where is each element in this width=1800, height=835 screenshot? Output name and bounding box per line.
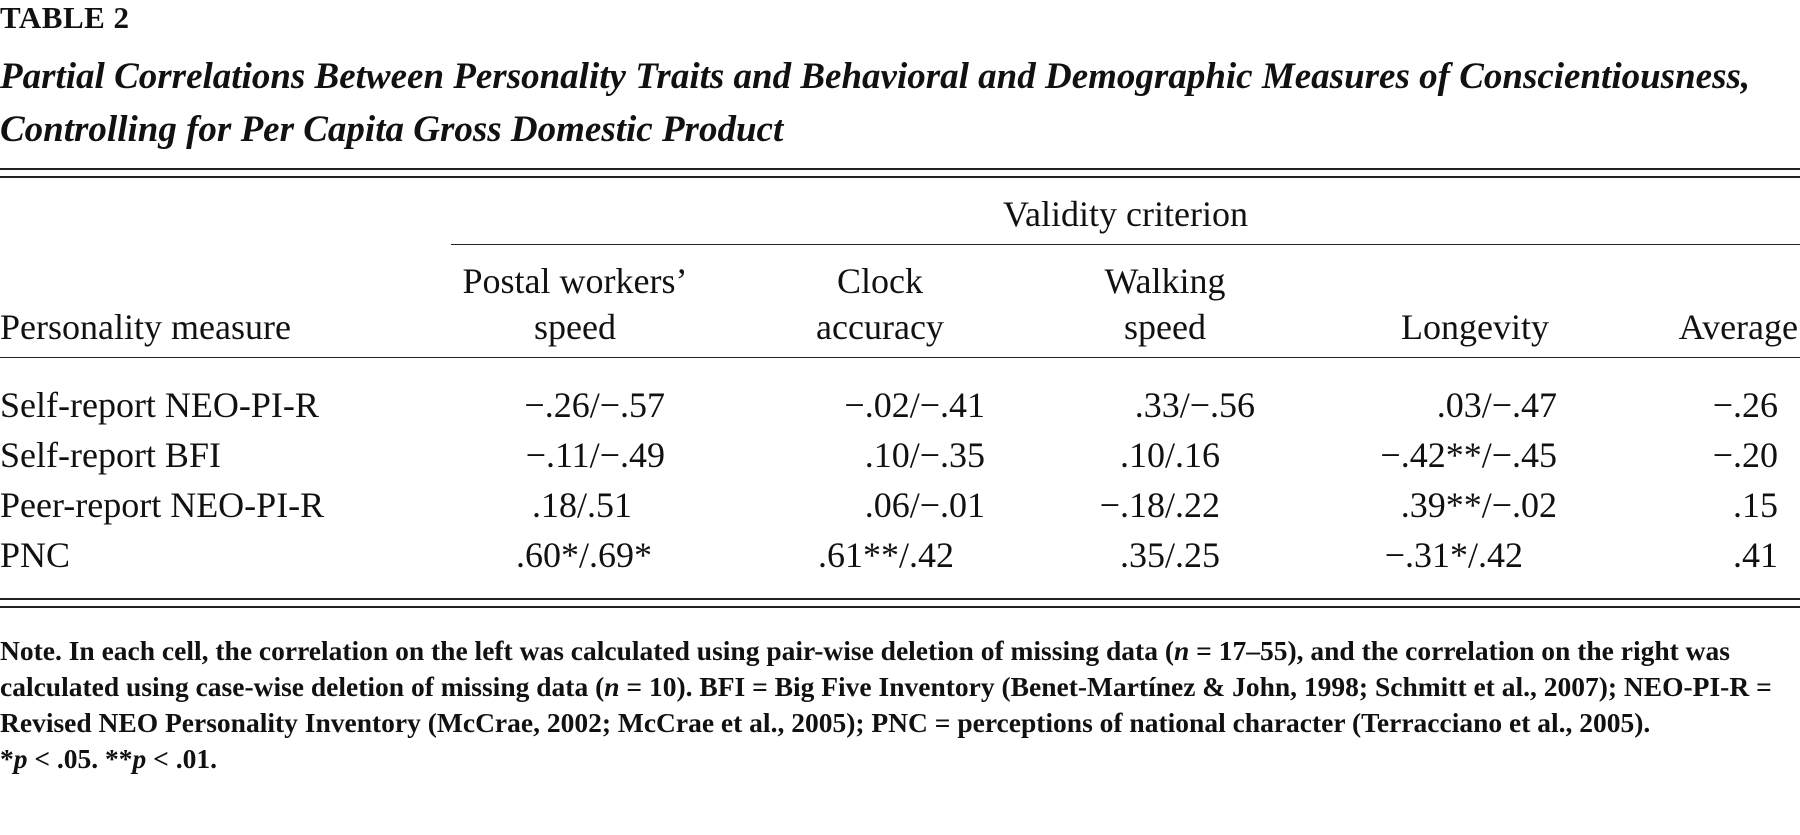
cell-peer-average: .15 — [1733, 485, 1778, 525]
spanner-header: Validity criterion — [1003, 194, 1248, 234]
table-caption: Partial Correlations Between Personality… — [0, 56, 1751, 150]
cell-pnc-clock: .61**/.42 — [817, 535, 954, 575]
cell-pnc-longevity: −.31*/.42 — [1384, 535, 1523, 575]
cell-bfi-longevity: −.42**/−.45 — [1380, 435, 1557, 475]
col-header-clock-line2: accuracy — [816, 307, 944, 347]
bottom-rule-2 — [0, 606, 1800, 608]
cell-neo-walking: .33/−.56 — [1134, 385, 1255, 425]
note-label: Note. — [0, 635, 62, 666]
table-label: TABLE 2 — [0, 0, 130, 35]
note-text-1: In each cell, the correlation on the lef… — [61, 635, 1174, 666]
row-measure-self-report-bfi: Self-report BFI — [0, 435, 221, 475]
cell-bfi-clock: .10/−.35 — [864, 435, 985, 475]
significance-note: *p < .05. **p < .01. — [0, 741, 1800, 777]
cell-neo-clock: −.02/−.41 — [844, 385, 985, 425]
bottom-rule-1 — [0, 598, 1800, 600]
stub-header: Personality measure — [0, 307, 291, 347]
sig-star-2: ** — [105, 743, 133, 774]
col-header-walking-line2: speed — [1124, 307, 1206, 347]
top-rule-1 — [0, 168, 1800, 170]
cell-peer-walking: −.18/.22 — [1099, 485, 1220, 525]
row-measure-pnc: PNC — [0, 535, 71, 575]
cell-neo-postal: −.26/−.57 — [524, 385, 665, 425]
cell-bfi-postal: −.11/−.49 — [525, 435, 665, 475]
header-rule — [0, 357, 1800, 358]
cell-pnc-postal: .60*/.69* — [515, 535, 652, 575]
cell-peer-longevity: .39**/−.02 — [1400, 485, 1557, 525]
sig-text-2: < .01. — [146, 743, 217, 774]
cell-pnc-walking: .35/.25 — [1119, 535, 1220, 575]
cell-bfi-average: −.20 — [1712, 435, 1778, 475]
cell-pnc-average: .41 — [1733, 535, 1778, 575]
col-header-postal-line2: speed — [534, 307, 616, 347]
p-symbol: p — [13, 743, 28, 774]
sig-text-1: < .05. — [27, 743, 106, 774]
row-measure-self-report-neo: Self-report NEO-PI-R — [0, 385, 319, 425]
col-header-walking-line1: Walking — [1104, 261, 1226, 301]
n-symbol: n — [604, 671, 620, 702]
cell-bfi-walking: .10/.16 — [1119, 435, 1220, 475]
spanner-rule — [451, 244, 1800, 245]
row-measure-peer-report-neo: Peer-report NEO-PI-R — [0, 485, 325, 525]
note-text-2: = 17–55), and the correlation on the rig… — [0, 635, 1730, 702]
table-note: Note. In each cell, the correlation on t… — [0, 633, 1800, 777]
note-text-3: = 10). BFI = Big Five Inventory (Benet-M… — [0, 671, 1772, 738]
cell-neo-longevity: .03/−.47 — [1436, 385, 1557, 425]
cell-neo-average: −.26 — [1712, 385, 1778, 425]
sig-star-1: * — [0, 743, 14, 774]
p-symbol: p — [132, 743, 147, 774]
cell-peer-postal: .18/.51 — [531, 485, 632, 525]
col-header-clock-line1: Clock — [837, 261, 923, 301]
col-header-longevity: Longevity — [1401, 307, 1549, 347]
col-header-average: Average — [1678, 307, 1798, 347]
top-rule-2 — [0, 176, 1800, 178]
n-symbol: n — [1174, 635, 1190, 666]
cell-peer-clock: .06/−.01 — [864, 485, 985, 525]
note-paragraph: Note. In each cell, the correlation on t… — [0, 633, 1800, 741]
col-header-postal-line1: Postal workers’ — [462, 261, 688, 301]
